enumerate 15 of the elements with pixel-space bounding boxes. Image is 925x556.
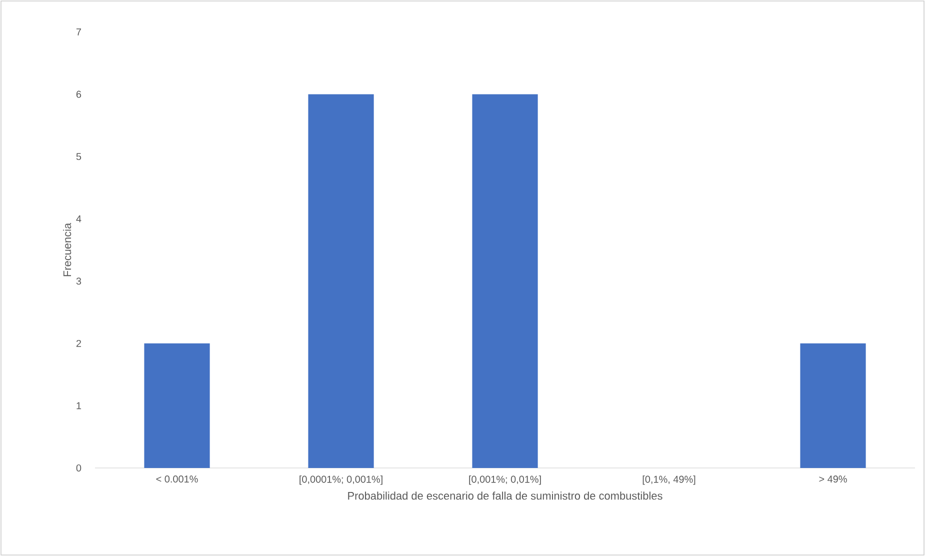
- y-tick-label: 3: [76, 278, 82, 285]
- x-tick-label: [0,001%; 0,01%]: [469, 476, 541, 485]
- x-tick-label: [0,1%, 49%]: [642, 476, 696, 485]
- y-tick-label: 2: [76, 340, 81, 347]
- y-tick-label: 7: [76, 28, 81, 36]
- y-tick-label: 0: [76, 464, 82, 472]
- y-axis-title: Frecuencia: [63, 222, 72, 276]
- x-tick-label: < 0.001%: [156, 476, 198, 483]
- y-tick-label: 6: [76, 90, 82, 98]
- x-axis-title: Probabilidad de escenario de falla de suministro de combustibles: [348, 492, 662, 500]
- y-tick-label: 1: [76, 402, 82, 410]
- x-tick-label: [0,0001%; 0,001%]: [300, 476, 382, 485]
- x-tick-label: > 49%: [819, 476, 847, 483]
- y-tick-label: 5: [76, 153, 82, 160]
- y-tick-label: 4: [76, 215, 82, 222]
